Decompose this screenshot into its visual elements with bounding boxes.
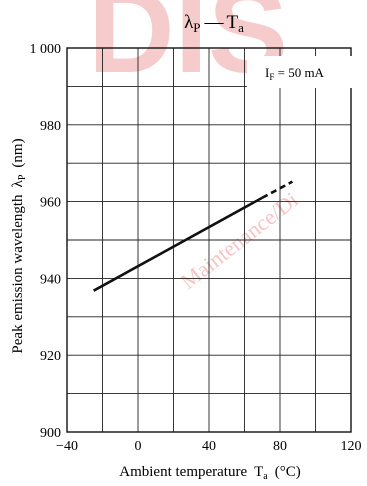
chart-title: λP — Ta <box>184 12 244 35</box>
x-tick-label: −40 <box>56 439 78 454</box>
series-group <box>92 180 294 292</box>
plot-frame <box>66 47 352 433</box>
x-tick-label: 0 <box>135 439 142 454</box>
y-tick-label: 900 <box>40 426 61 441</box>
x-tick-label: 120 <box>341 439 362 454</box>
watermark-diagonal-text: Maintenance/Di <box>176 187 303 294</box>
x-axis-label: Ambient temperature Ta (°C) <box>119 464 301 482</box>
y-tick-label: 940 <box>40 272 61 287</box>
x-tick-labels: −40 0 40 80 120 <box>56 439 361 454</box>
series-line-dashed <box>261 180 294 199</box>
y-tick-label: 1 000 <box>30 42 62 57</box>
annotation-text: IF = 50 mA <box>265 65 325 82</box>
grid <box>66 47 352 433</box>
annotation-box: IF = 50 mA <box>247 56 352 88</box>
x-tick-label: 80 <box>273 439 287 454</box>
series-line-solid <box>92 196 263 292</box>
y-axis-label: Peak emission wavelengthλP(nm) <box>10 138 28 353</box>
y-tick-label: 920 <box>40 349 61 364</box>
y-tick-label: 980 <box>40 119 61 134</box>
watermark: DIS Maintenance/Di <box>88 0 303 294</box>
y-tick-labels: 900 920 940 960 980 1 000 <box>30 42 62 441</box>
x-tick-label: 40 <box>202 439 216 454</box>
y-tick-label: 960 <box>40 196 61 211</box>
